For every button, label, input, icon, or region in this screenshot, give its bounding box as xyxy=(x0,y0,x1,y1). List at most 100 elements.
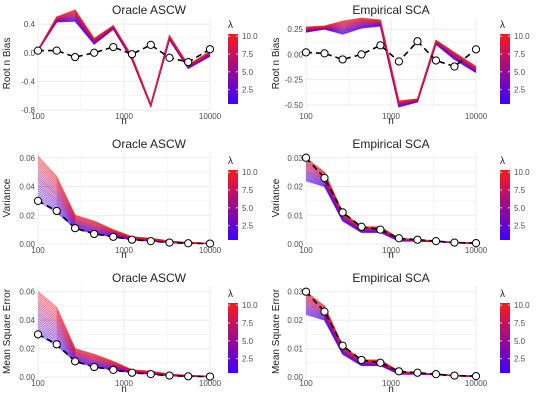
reference-point xyxy=(205,372,215,381)
reference-point xyxy=(413,235,422,244)
reference-point xyxy=(394,367,404,376)
reference-point xyxy=(394,234,404,243)
reference-point xyxy=(90,362,99,372)
y-axis-title: Root n Bias xyxy=(2,38,13,90)
x-tick-label: 100 xyxy=(31,112,45,121)
y-tick-label: 0.04 xyxy=(19,316,35,325)
reference-point xyxy=(450,371,459,380)
legend-title: λ xyxy=(500,20,505,31)
legend-colorbar xyxy=(228,303,238,373)
legend-tick-label: 2.5 xyxy=(514,86,526,95)
legend-colorbar xyxy=(228,170,238,240)
panel-title: Oracle ASCW xyxy=(112,137,187,151)
reference-dashed-line xyxy=(305,40,477,68)
legend-tick-label: 7.5 xyxy=(514,319,526,328)
legend-tick-label: 2.5 xyxy=(242,86,254,95)
reference-point xyxy=(90,48,99,57)
lambda-series-line xyxy=(37,155,211,244)
panel-title: Empirical SCA xyxy=(352,3,429,17)
lambda-series-line xyxy=(305,17,477,102)
panel-3: 100 1000 10000 0.00 0.02 0.04 0.06 Oracle ASCW n… xyxy=(2,137,258,261)
panel-title: Empirical SCA xyxy=(352,137,429,151)
y-tick-label: 0.03 xyxy=(287,288,303,297)
reference-point xyxy=(471,239,481,248)
reference-point xyxy=(471,45,481,54)
legend-tick-label: 7.5 xyxy=(242,319,254,328)
y-tick-label: -0.4 xyxy=(21,77,35,86)
reference-point xyxy=(109,365,118,374)
x-tick-label: 1000 xyxy=(115,112,133,121)
reference-point xyxy=(184,57,193,67)
lambda-series-line xyxy=(37,9,211,107)
x-tick-label: 10000 xyxy=(465,246,488,255)
x-tick-label: 10000 xyxy=(465,112,488,121)
legend-colorbar xyxy=(228,34,238,104)
y-tick-label: 0.00 xyxy=(19,240,35,249)
legend-colorbar xyxy=(500,34,510,104)
y-tick-label: 0.01 xyxy=(287,211,303,220)
y-axis-title: Variance xyxy=(2,178,13,217)
reference-point xyxy=(431,56,441,65)
y-tick-label: 0.02 xyxy=(19,211,35,220)
y-tick-label: -0.25 xyxy=(285,76,304,85)
reference-point xyxy=(357,222,366,231)
y-tick-label: 0.06 xyxy=(19,288,35,297)
legend-tick-label: 10.0 xyxy=(514,301,530,310)
reference-point xyxy=(33,196,43,205)
reference-point xyxy=(450,62,459,71)
y-tick-label: 0.02 xyxy=(19,345,35,354)
legend-tick-label: 10.0 xyxy=(514,168,530,177)
panel-title: Oracle ASCW xyxy=(112,271,187,285)
reference-point xyxy=(320,49,329,58)
reference-point xyxy=(52,206,61,216)
legend-tick-label: 5.0 xyxy=(514,337,526,346)
y-axis-title: Mean Square Error xyxy=(271,288,282,374)
reference-dashed-line xyxy=(305,291,477,377)
reference-point xyxy=(450,238,459,247)
reference-point xyxy=(431,237,441,246)
reference-point xyxy=(90,229,99,239)
y-axis-title: Variance xyxy=(271,178,282,217)
legend-title: λ xyxy=(500,156,505,167)
reference-point xyxy=(70,224,80,233)
reference-point xyxy=(431,370,441,379)
reference-dashed-line xyxy=(37,333,211,378)
legend-tick-label: 10.0 xyxy=(242,301,258,310)
reference-point xyxy=(320,173,329,182)
legend-tick-label: 2.5 xyxy=(514,355,526,364)
reference-point xyxy=(127,368,137,377)
x-tick-label: 10000 xyxy=(199,112,222,121)
x-tick-label: 1000 xyxy=(382,379,400,388)
reference-point xyxy=(184,372,193,381)
reference-dashed-line xyxy=(37,200,211,245)
y-tick-label: 0.00 xyxy=(19,373,35,382)
reference-point xyxy=(338,208,347,217)
reference-point xyxy=(52,46,61,55)
y-tick-label: -0.50 xyxy=(285,101,304,110)
legend-tick-label: 5.0 xyxy=(514,204,526,213)
reference-point xyxy=(146,40,155,50)
y-tick-label: 0.00 xyxy=(287,240,303,249)
x-tick-label: 100 xyxy=(31,246,45,255)
reference-point xyxy=(127,50,137,59)
legend-title: λ xyxy=(228,20,233,31)
reference-point xyxy=(127,235,137,244)
reference-dashed-line xyxy=(38,43,211,63)
reference-point xyxy=(33,46,43,55)
lambda-series-line xyxy=(305,157,477,244)
reference-point xyxy=(70,52,80,62)
reference-point xyxy=(165,53,174,62)
panel-5: 100 1000 10000 0.00 0.02 0.04 0.06 Oracle ASCW n… xyxy=(2,271,258,395)
reference-point xyxy=(109,232,118,241)
y-tick-label: 0.03 xyxy=(287,154,303,163)
y-tick-label: 0.00 xyxy=(287,373,303,382)
legend-tick-label: 10.0 xyxy=(242,32,258,41)
reference-point xyxy=(320,307,329,316)
legend-tick-label: 7.5 xyxy=(242,50,254,59)
x-axis-title: n xyxy=(388,116,394,127)
reference-point xyxy=(165,371,174,380)
reference-point xyxy=(357,355,366,365)
reference-point xyxy=(376,41,385,50)
reference-point xyxy=(376,225,385,234)
